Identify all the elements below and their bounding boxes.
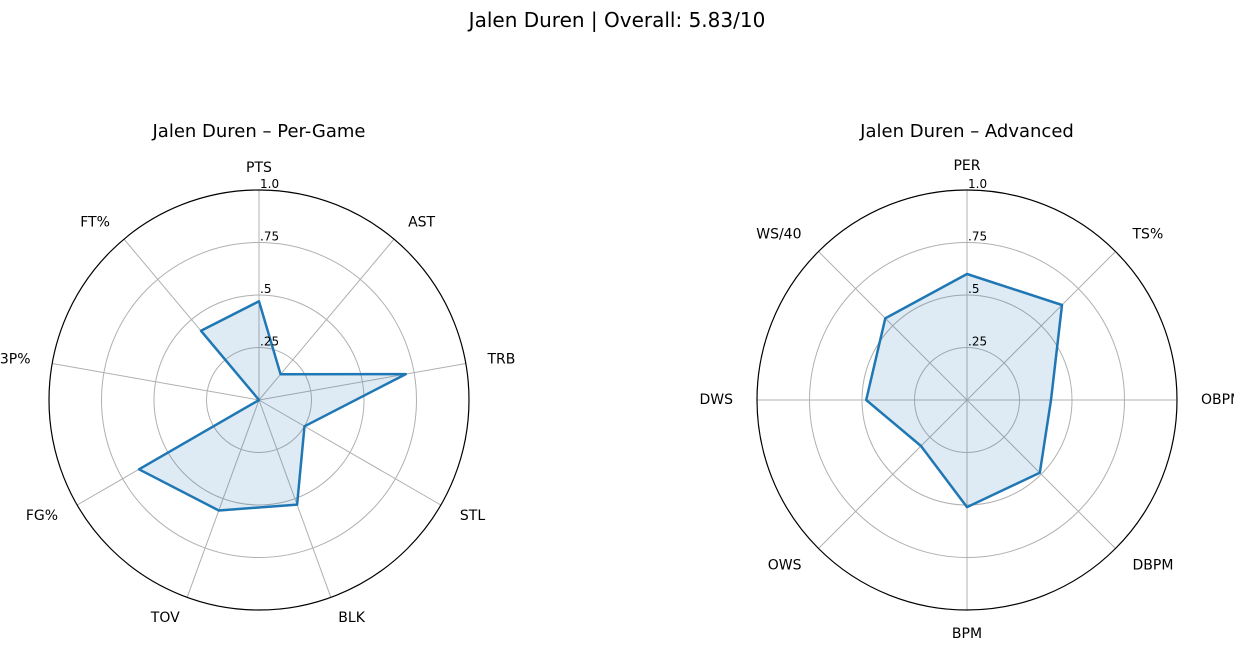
- figure-suptitle: Jalen Duren | Overall: 5.83/10: [468, 8, 766, 32]
- panel-title-per-game: Jalen Duren – Per-Game: [151, 121, 365, 142]
- spoke-blk: [258, 399, 332, 598]
- axis-label-dws: DWS: [699, 392, 733, 408]
- rtick-label: 1.0: [968, 177, 987, 191]
- spoke-trb: [258, 363, 466, 401]
- series-fill: [866, 274, 1062, 508]
- rtick-label: .25: [968, 335, 987, 349]
- outer-frame: [48, 189, 470, 611]
- axis-label-3p-pct: 3P%: [0, 352, 31, 368]
- series-line: [864, 272, 1064, 509]
- spoke-ws-per-40: [818, 251, 968, 401]
- axis-label-ws-per-40: WS/40: [756, 227, 801, 243]
- series-fill: [139, 301, 406, 511]
- axis-label-trb: TRB: [487, 352, 516, 368]
- rtick-label: .5: [260, 282, 271, 296]
- axis-label-ft-pct: FT%: [80, 214, 110, 230]
- rtick-label: .75: [968, 230, 987, 244]
- outer-frame: [756, 189, 1178, 611]
- axis-label-pts: PTS: [246, 160, 272, 176]
- axis-label-ast: AST: [408, 214, 435, 230]
- rtick-label: .25: [260, 335, 279, 349]
- axis-label-tov: TOV: [150, 610, 180, 626]
- axis-label-blk: BLK: [338, 610, 365, 626]
- spoke-3p-pct: [52, 363, 260, 401]
- spoke-tov: [186, 399, 260, 598]
- axis-label-bpm: BPM: [952, 626, 982, 642]
- axis-label-ows: OWS: [768, 558, 802, 574]
- rtick-label: .5: [968, 282, 979, 296]
- axis-label-per: PER: [953, 158, 980, 174]
- rtick-label: 1.0: [260, 177, 279, 191]
- spoke-ts-pct: [966, 251, 1116, 401]
- axis-label-ts-pct: TS%: [1132, 227, 1164, 243]
- spoke-dbpm: [966, 399, 1116, 549]
- rtick-label: .75: [260, 230, 279, 244]
- radar-panel-advanced: Jalen Duren – Advanced .25 .5 .75 1.0 PER TS%…: [699, 121, 1234, 642]
- axis-label-fg-pct: FG%: [26, 508, 58, 524]
- axis-label-obpm: OBPM: [1201, 392, 1234, 408]
- spoke-ows: [818, 399, 968, 549]
- axis-label-stl: STL: [460, 508, 485, 524]
- series-line: [137, 300, 408, 512]
- panel-title-advanced: Jalen Duren – Advanced: [859, 121, 1074, 142]
- spoke-stl: [258, 399, 442, 506]
- axis-label-dbpm: DBPM: [1133, 558, 1174, 574]
